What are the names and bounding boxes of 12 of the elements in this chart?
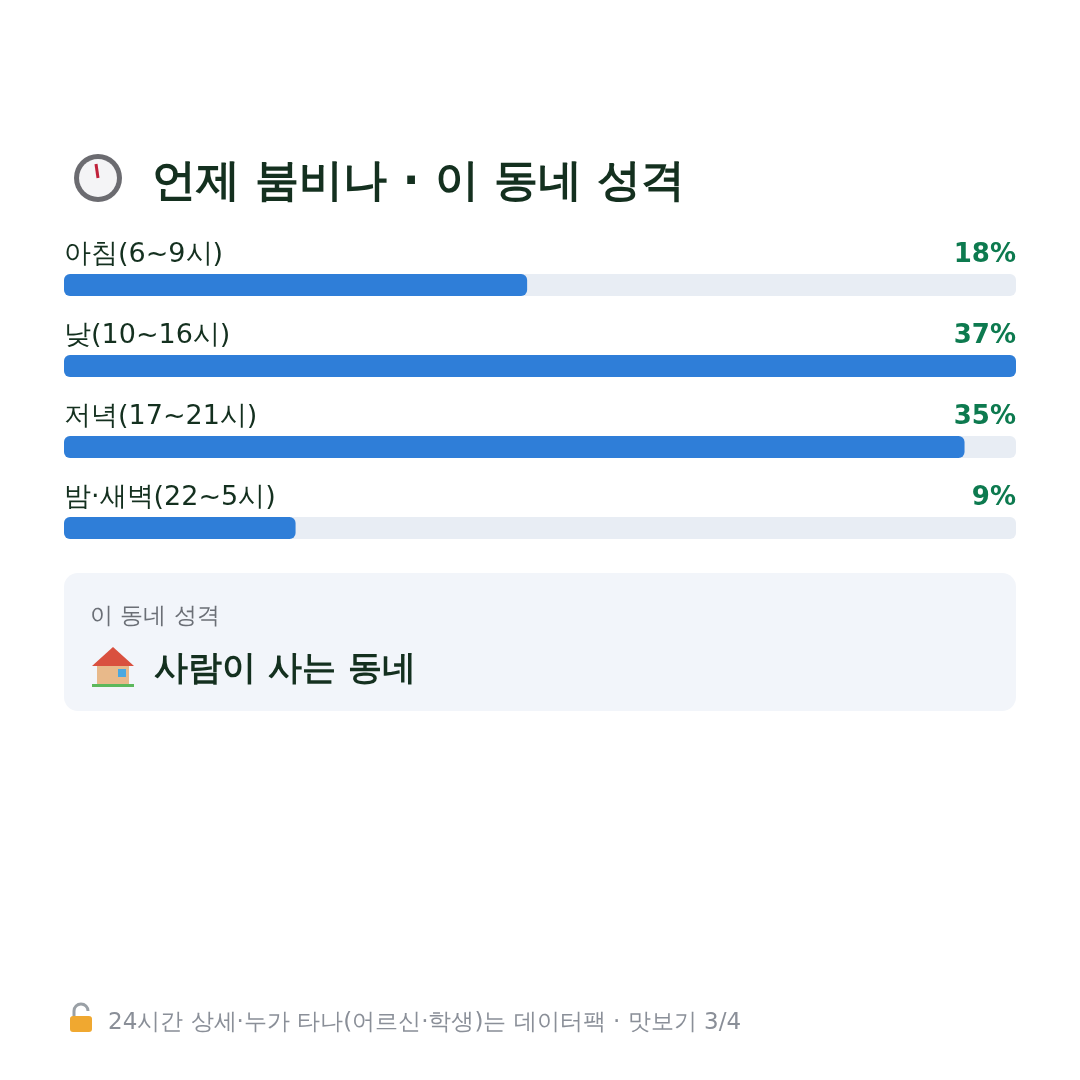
chart-title: 언제 붐비나 · 이 동네 성격 (152, 154, 686, 205)
text: 사람이 사는 동네 (154, 647, 416, 687)
data-label: 37% (953, 319, 1016, 349)
data-label: 9% (971, 481, 1016, 511)
y-tick-label: 밤·새벽(22~5시) (64, 480, 276, 511)
y-tick-label: 낮(10~16시) (64, 318, 231, 349)
y-tick-label: 저녁(17~21시) (64, 399, 258, 430)
data-label: 18% (953, 238, 1016, 268)
text: 24시간 상세·누가 타나(어르신·학생)는 데이터팩 · 맛보기 3/4 (108, 1008, 742, 1034)
y-tick-label: 아침(6~9시) (64, 237, 224, 268)
text: 이 동네 성격 (90, 602, 220, 628)
data-label: 35% (953, 400, 1016, 430)
